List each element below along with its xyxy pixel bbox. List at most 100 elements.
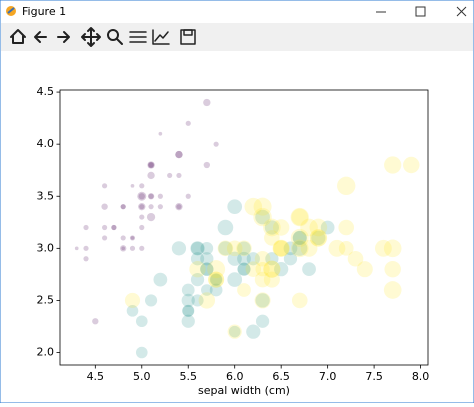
point xyxy=(111,224,117,231)
point xyxy=(384,156,402,174)
point xyxy=(217,219,234,236)
point xyxy=(190,272,205,287)
point xyxy=(148,193,154,199)
point xyxy=(338,219,355,236)
point xyxy=(185,120,191,126)
point xyxy=(208,271,225,288)
point xyxy=(207,260,226,279)
y-tick-label: 2.5 xyxy=(37,293,55,306)
point xyxy=(274,262,289,277)
point xyxy=(138,193,145,200)
point xyxy=(273,240,289,257)
point xyxy=(226,240,243,257)
point xyxy=(374,239,392,257)
point xyxy=(135,315,148,328)
point xyxy=(129,235,136,241)
point xyxy=(120,235,126,241)
point xyxy=(190,252,205,266)
point xyxy=(237,262,251,276)
point xyxy=(101,203,108,210)
point xyxy=(102,183,108,189)
point xyxy=(255,314,270,328)
point xyxy=(272,219,290,236)
point xyxy=(147,171,155,180)
x-tick-label: 5.0 xyxy=(133,370,151,383)
pan-button[interactable] xyxy=(81,27,101,47)
point xyxy=(137,191,147,201)
home-button[interactable] xyxy=(10,29,26,44)
point xyxy=(263,271,280,288)
point xyxy=(263,260,281,278)
configure-button[interactable] xyxy=(129,31,147,43)
point xyxy=(198,292,216,309)
point xyxy=(83,224,89,231)
point xyxy=(126,305,139,317)
point xyxy=(264,220,279,235)
point xyxy=(291,208,309,226)
title-bar xyxy=(1,1,473,23)
point xyxy=(253,197,272,216)
point xyxy=(227,199,243,215)
point xyxy=(283,241,298,256)
save-button[interactable] xyxy=(180,29,196,45)
point xyxy=(157,204,163,210)
point xyxy=(111,224,117,231)
point xyxy=(384,260,401,278)
point xyxy=(209,273,223,286)
point xyxy=(237,262,251,276)
point xyxy=(130,183,135,188)
point xyxy=(254,292,271,309)
close-button[interactable] xyxy=(456,6,467,17)
point xyxy=(83,245,89,251)
point xyxy=(120,204,126,210)
point xyxy=(255,293,270,308)
point xyxy=(290,228,309,247)
point xyxy=(176,172,182,179)
point xyxy=(218,241,233,256)
point xyxy=(181,314,195,328)
forward-button[interactable] xyxy=(57,31,70,43)
point xyxy=(292,231,307,245)
point xyxy=(189,260,206,278)
zoom-button[interactable] xyxy=(107,29,123,45)
point xyxy=(236,240,252,257)
point xyxy=(272,240,290,257)
point xyxy=(383,281,402,299)
point xyxy=(148,162,154,168)
point xyxy=(148,204,154,210)
point xyxy=(139,204,145,210)
point xyxy=(83,256,89,262)
point xyxy=(208,271,225,288)
back-button[interactable] xyxy=(34,31,47,43)
point xyxy=(237,283,251,297)
axes-edit-button[interactable] xyxy=(152,29,170,45)
point xyxy=(320,220,335,235)
x-axis-label: sepal width (cm) xyxy=(198,384,290,397)
point xyxy=(139,183,145,189)
point xyxy=(356,261,373,278)
point xyxy=(290,239,309,258)
point xyxy=(253,207,272,227)
point xyxy=(181,293,195,308)
point xyxy=(309,229,328,247)
point xyxy=(300,239,318,257)
maximize-button[interactable] xyxy=(415,6,426,17)
point xyxy=(255,262,270,277)
point xyxy=(120,245,127,252)
point xyxy=(157,193,163,199)
point xyxy=(146,212,156,222)
y-tick-label: 3.0 xyxy=(37,241,55,254)
point xyxy=(254,250,271,267)
point xyxy=(147,161,155,169)
point xyxy=(102,235,108,241)
point xyxy=(120,204,126,210)
point xyxy=(147,161,155,169)
point xyxy=(213,141,219,147)
point xyxy=(191,294,204,307)
x-tick-label: 8.0 xyxy=(412,370,430,383)
point xyxy=(181,283,195,297)
point xyxy=(144,294,158,307)
point xyxy=(138,202,146,211)
point xyxy=(246,324,261,339)
point xyxy=(201,284,213,296)
